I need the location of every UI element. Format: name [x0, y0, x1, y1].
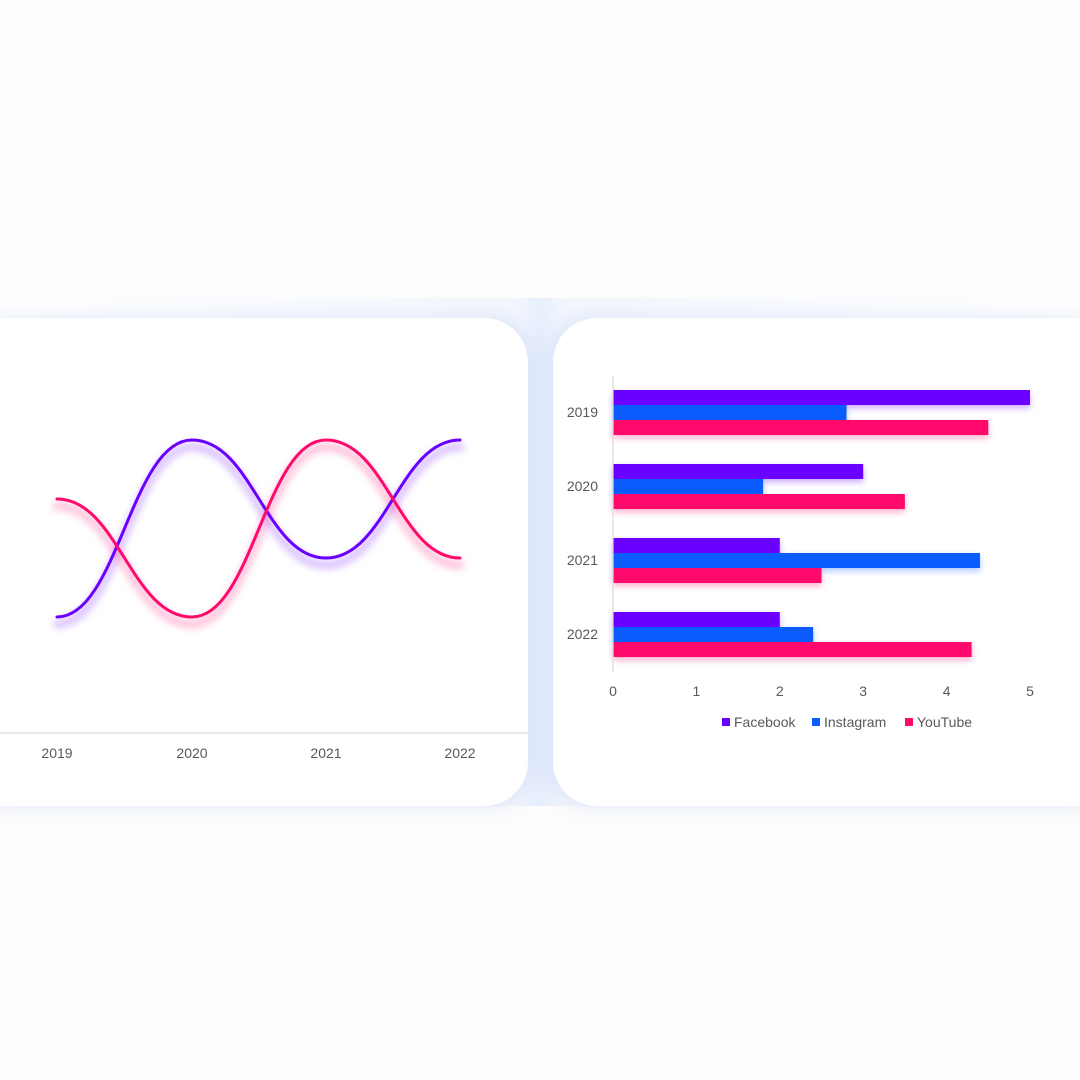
bar-youtube-2022 — [613, 642, 972, 657]
bar-x-tick-label: 4 — [943, 683, 951, 699]
bar-instagram-2020 — [613, 479, 764, 494]
bar-x-tick-labels: 0 1 2 3 4 5 — [609, 683, 1034, 699]
bar-facebook-2021 — [613, 538, 780, 553]
bar-instagram-2021 — [613, 553, 980, 568]
bar-y-tick-label: 2020 — [567, 478, 598, 494]
legend-swatch-instagram — [812, 718, 820, 726]
bar-x-tick-label: 2 — [776, 683, 784, 699]
bar-facebook-2020 — [613, 464, 864, 479]
line-x-tick-label: 2022 — [444, 745, 475, 761]
bar-instagram-2019 — [613, 405, 847, 420]
legend-label-youtube: YouTube — [917, 714, 972, 730]
bar-legend: Facebook Instagram YouTube — [722, 714, 972, 730]
bar-x-tick-label: 5 — [1026, 683, 1034, 699]
line-x-tick-labels: 2019 2020 2021 2022 — [41, 745, 475, 761]
bar-x-tick-label: 1 — [693, 683, 701, 699]
legend-label-facebook: Facebook — [734, 714, 796, 730]
line-series-2 — [55, 438, 462, 619]
line-series-layer — [55, 438, 462, 619]
bar-y-tick-label: 2019 — [567, 404, 598, 420]
bar-youtube-2019 — [613, 420, 989, 435]
bar-y-tick-labels: 2019 2020 2021 2022 — [567, 404, 598, 642]
line-x-tick-label: 2019 — [41, 745, 72, 761]
bar-youtube-2020 — [613, 494, 905, 509]
legend-label-instagram: Instagram — [824, 714, 886, 730]
bar-y-tick-label: 2021 — [567, 552, 598, 568]
legend-swatch-facebook — [722, 718, 730, 726]
line-x-tick-label: 2021 — [310, 745, 341, 761]
legend-swatch-youtube — [905, 718, 913, 726]
line-series-1 — [55, 438, 462, 619]
bar-facebook-2022 — [613, 612, 780, 627]
bar-youtube-2021 — [613, 568, 822, 583]
bar-facebook-2019 — [613, 390, 1030, 405]
bars-layer — [613, 390, 1030, 657]
bar-y-tick-label: 2022 — [567, 626, 598, 642]
bar-instagram-2022 — [613, 627, 814, 642]
bar-x-tick-label: 3 — [859, 683, 867, 699]
bar-x-tick-label: 0 — [609, 683, 617, 699]
line-x-tick-label: 2020 — [176, 745, 207, 761]
